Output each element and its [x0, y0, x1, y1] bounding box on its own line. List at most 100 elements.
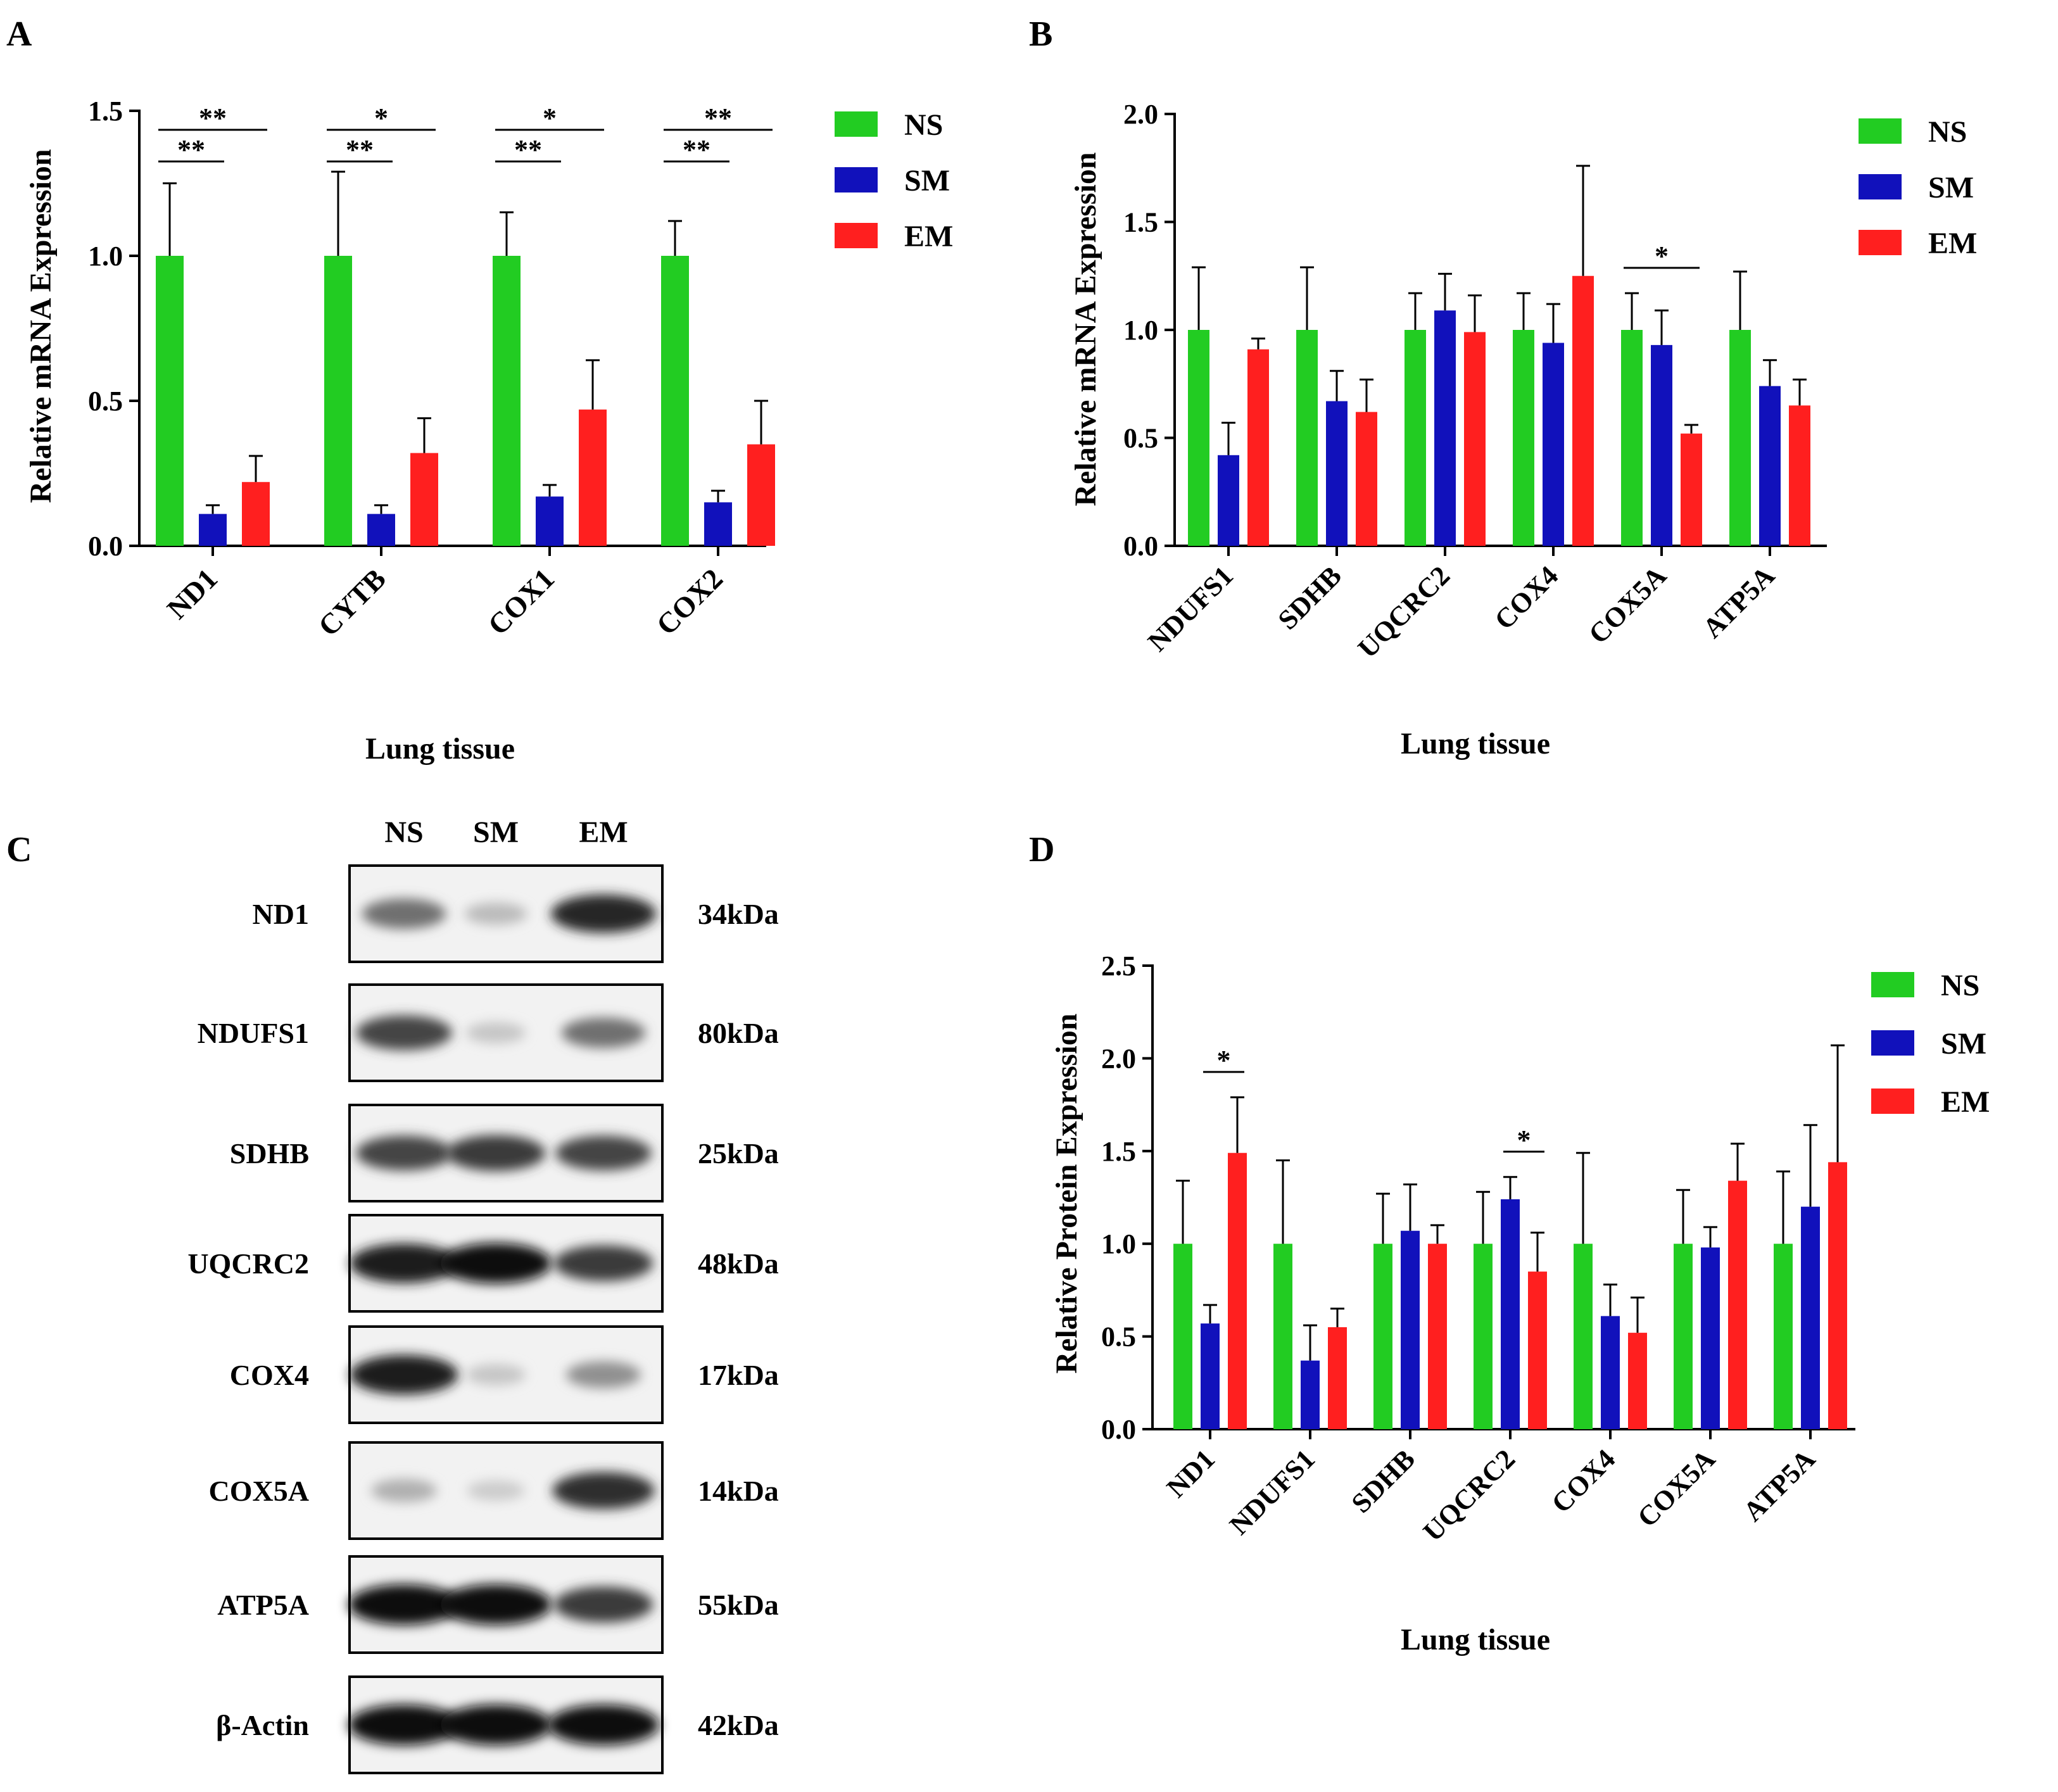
chart-a-significance-label: *: [374, 103, 388, 134]
chart-d-category-label: UQCRC2: [1417, 1443, 1521, 1547]
chart-a-xlabel: Lung tissue: [365, 732, 515, 766]
chart-b-bar-sm: [1218, 455, 1239, 546]
blot-kda-label: 48kDa: [698, 1247, 779, 1280]
chart-b-ytick-label: 0.5: [1123, 423, 1158, 454]
chart-d-bar-sm: [1701, 1247, 1720, 1429]
chart-b-bar-sm: [1543, 343, 1564, 546]
blot-band-sm: [465, 1364, 526, 1385]
chart-b-legend-label-ns: NS: [1928, 115, 1967, 149]
blot-band-em: [561, 1018, 646, 1048]
chart-a-bar-ns: [156, 256, 184, 546]
blot-column-em: EM: [579, 816, 628, 849]
chart-b-ytick-label: 0.0: [1123, 531, 1158, 562]
blot-kda-label: 25kDa: [698, 1137, 779, 1170]
blot-band-em: [565, 1361, 641, 1389]
blot-row-label: ND1: [253, 898, 309, 930]
chart-b-bar-em: [1681, 433, 1702, 546]
blot-column-sm: SM: [473, 816, 519, 849]
blot-kda-label: 34kDa: [698, 898, 779, 930]
blot-band-sm: [465, 1022, 526, 1044]
chart-a-bar-em: [242, 482, 270, 546]
chart-b-category-label: ATP5A: [1696, 560, 1781, 644]
blot-band-sm: [440, 1705, 552, 1745]
chart-d-bar-ns: [1173, 1244, 1192, 1429]
panel-label-b: B: [1029, 15, 1052, 54]
chart-b-bar-ns: [1405, 330, 1426, 546]
chart-b-bar-sm: [1651, 344, 1672, 546]
chart-b-ytick-label: 2.0: [1123, 99, 1158, 130]
blot-band-em: [553, 1586, 653, 1623]
blot-band-sm: [446, 1135, 546, 1171]
chart-d-bar-sm: [1501, 1199, 1520, 1429]
chart-d-xlabel: Lung tissue: [1401, 1623, 1550, 1656]
chart-a-significance-label: **: [683, 134, 710, 165]
blot-row-label: UQCRC2: [187, 1247, 309, 1280]
blot-band-em: [552, 1472, 655, 1510]
chart-a-bar-ns: [324, 256, 352, 546]
chart-a-category-label: COX1: [481, 562, 560, 641]
chart-b-bar-ns: [1296, 330, 1318, 546]
chart-a-legend-label-em: EM: [904, 220, 953, 253]
chart-b-legend-label-sm: SM: [1928, 171, 1974, 205]
chart-a-significance-label: **: [704, 103, 732, 134]
chart-b-category-label: COX4: [1489, 560, 1564, 635]
chart-d-legend-swatch-sm: [1871, 1030, 1914, 1056]
chart-d-bar-em: [1528, 1271, 1547, 1429]
chart-b-legend-label-em: EM: [1928, 227, 1977, 260]
chart-d-category-label: SDHB: [1346, 1443, 1421, 1518]
chart-b-category-label: NDUFS1: [1142, 560, 1239, 657]
blot-kda-label: 14kDa: [698, 1475, 779, 1507]
chart-a-bar-sm: [536, 496, 564, 546]
chart-b-legend-swatch-em: [1859, 230, 1902, 255]
blot-band-sm: [464, 902, 527, 925]
chart-a-bar-sm: [704, 502, 732, 546]
chart-d-bar-em: [1828, 1162, 1847, 1429]
blot-band-ns: [362, 899, 446, 929]
chart-b-ylabel: Relative mRNA Expression: [1069, 152, 1102, 506]
chart-d-category-label: COX4: [1546, 1443, 1621, 1518]
blot-kda-label: 42kDa: [698, 1709, 779, 1741]
chart-d-bar-sm: [1301, 1360, 1320, 1429]
chart-b-legend-swatch-sm: [1859, 174, 1902, 199]
chart-a-significance-label: **: [199, 103, 227, 134]
chart-a-legend-label-ns: NS: [904, 108, 943, 142]
chart-b-category-label: UQCRC2: [1352, 560, 1456, 664]
chart-a-category-label: CYTB: [312, 562, 392, 642]
chart-d-category-label: NDUFS1: [1223, 1443, 1321, 1541]
chart-d-bar-em: [1228, 1152, 1247, 1429]
chart-b-bar-em: [1464, 332, 1486, 546]
panel-label-a: A: [6, 15, 32, 54]
chart-a-bar-ns: [661, 256, 689, 546]
chart-a-ytick-label: 0.5: [88, 386, 123, 417]
chart-d: Relative Protein Expression Lung tissue …: [1050, 950, 1990, 1656]
chart-d-category-label: COX5A: [1631, 1443, 1721, 1533]
chart-a: Relative mRNA Expression Lung tissue 0.0…: [24, 96, 953, 766]
chart-b-bar-ns: [1729, 330, 1751, 546]
chart-b-bar-em: [1356, 412, 1377, 546]
chart-a-significance-label: **: [177, 134, 205, 165]
blot-row-label: NDUFS1: [198, 1017, 309, 1049]
chart-b-bar-ns: [1188, 330, 1209, 546]
chart-a-legend-swatch-em: [835, 223, 878, 248]
chart-a-bar-em: [579, 409, 607, 546]
chart-b-bar-sm: [1434, 310, 1456, 546]
chart-d-ytick-label: 1.5: [1101, 1136, 1136, 1167]
chart-d-legend-swatch-em: [1871, 1088, 1914, 1114]
blot-band-em: [555, 1135, 652, 1171]
chart-a-significance-label: **: [514, 134, 542, 165]
blot-row-label: β-Actin: [216, 1709, 309, 1741]
chart-d-ytick-label: 2.0: [1101, 1043, 1136, 1074]
chart-d-category-label: ATP5A: [1737, 1443, 1821, 1527]
blot-band-ns: [356, 1015, 452, 1051]
chart-d-bar-ns: [1674, 1244, 1693, 1429]
chart-a-legend-swatch-sm: [835, 167, 878, 192]
blot-row-label: SDHB: [230, 1137, 309, 1170]
chart-d-bar-em: [1728, 1180, 1747, 1429]
chart-b-category-label: COX5A: [1582, 560, 1672, 650]
blot-band-ns: [348, 1584, 460, 1625]
chart-d-bar-ns: [1474, 1244, 1493, 1429]
chart-a-category-label: ND1: [161, 562, 224, 625]
blot-band-em: [553, 1245, 653, 1282]
blot-band-ns: [350, 1354, 458, 1395]
